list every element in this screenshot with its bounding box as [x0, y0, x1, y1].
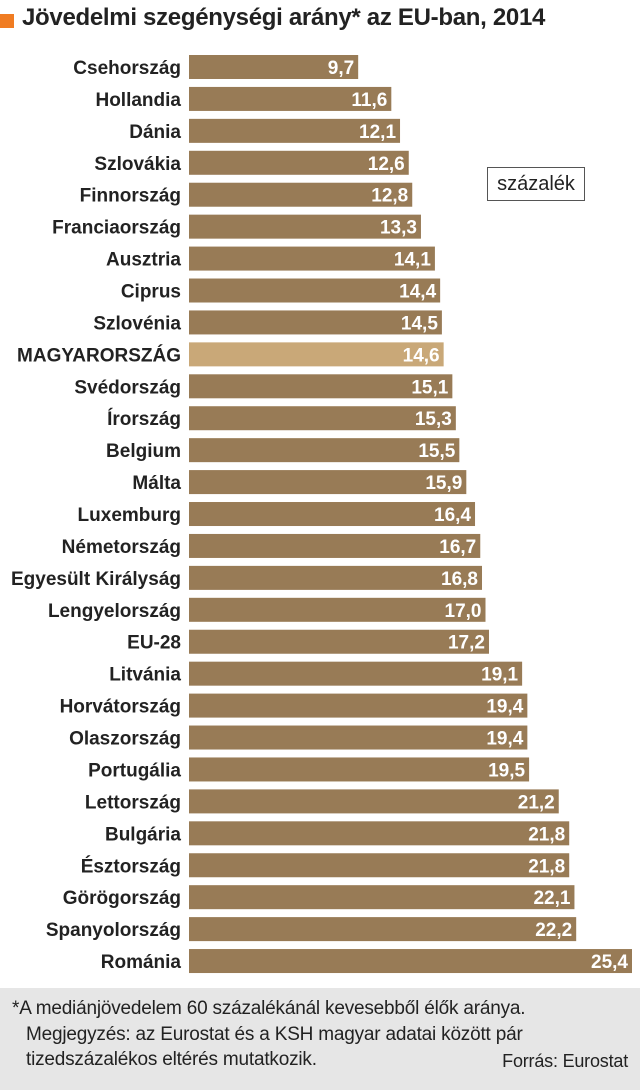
category-label: Spanyolország	[46, 920, 181, 941]
bar	[189, 853, 570, 878]
category-label: Málta	[132, 473, 181, 494]
bar	[189, 86, 392, 111]
bar	[189, 789, 559, 814]
value-label: 16,8	[441, 569, 478, 590]
value-label: 15,5	[418, 441, 455, 462]
bar	[189, 438, 460, 463]
category-label: Lettország	[85, 792, 181, 813]
bar	[189, 821, 570, 846]
bar	[189, 661, 523, 686]
bar	[189, 310, 442, 335]
bar	[189, 949, 632, 974]
category-label: Portugália	[88, 760, 181, 781]
bar	[189, 374, 453, 399]
bar	[189, 470, 467, 495]
footnote: *A mediánjövedelem 60 százalékánál keves…	[12, 998, 526, 1019]
category-label: Ciprus	[121, 282, 181, 303]
bar	[189, 885, 575, 910]
bars-layer: Csehország 9,7 Hollandia 11,6 Dánia 12,1 Szlov…	[11, 55, 632, 974]
value-label: 21,2	[518, 792, 555, 813]
value-label: 11,6	[351, 90, 387, 111]
category-label: Hollandia	[95, 90, 181, 111]
category-label: Luxemburg	[78, 505, 181, 526]
chart-header: Jövedelmi szegénységi arány* az EU-ban, …	[0, 0, 640, 44]
value-label: 15,9	[425, 473, 462, 494]
value-label: 13,3	[380, 218, 417, 239]
bar	[189, 597, 486, 622]
category-label: Dánia	[129, 122, 181, 143]
category-label: Ausztria	[106, 250, 181, 271]
category-label: Horvátország	[60, 697, 181, 718]
bar	[189, 757, 530, 782]
value-label: 12,8	[371, 186, 408, 207]
bar	[189, 406, 456, 431]
bar	[189, 725, 528, 750]
bar	[189, 917, 577, 942]
bar	[189, 118, 401, 143]
value-label: 21,8	[528, 856, 565, 877]
value-label: 14,1	[394, 250, 431, 271]
value-label: 21,8	[528, 824, 565, 845]
unit-label-box: százalék	[487, 167, 585, 201]
category-label: Finnország	[80, 186, 181, 207]
category-label: Egyesült Királyság	[11, 569, 181, 590]
value-label: 16,7	[439, 537, 476, 558]
category-label: Románia	[101, 952, 182, 973]
value-label: 16,4	[434, 505, 471, 526]
category-label: EU-28	[127, 633, 181, 654]
category-label: Szlovénia	[93, 313, 181, 334]
value-label: 19,5	[488, 760, 525, 781]
category-label: Észtország	[81, 855, 181, 877]
value-label: 14,5	[401, 313, 438, 334]
bar	[189, 150, 409, 175]
category-label: Írország	[107, 408, 181, 430]
bar	[189, 533, 481, 558]
bar	[189, 502, 476, 527]
value-label: 22,2	[535, 920, 572, 941]
bar	[189, 629, 489, 654]
value-label: 9,7	[328, 58, 354, 79]
title-marker-square	[0, 14, 14, 28]
bar	[189, 278, 441, 303]
bar-chart: Csehország 9,7 Hollandia 11,6 Dánia 12,1 Szlov…	[11, 55, 632, 974]
bar	[189, 246, 435, 271]
value-label: 12,1	[359, 122, 396, 143]
value-label: 19,4	[486, 729, 523, 750]
value-label: 14,4	[399, 282, 436, 303]
category-label: Franciaország	[52, 218, 181, 239]
bar	[189, 693, 528, 718]
value-label: 22,1	[533, 888, 570, 909]
category-label: Svédország	[74, 377, 181, 398]
value-label: 17,0	[445, 601, 482, 622]
bar	[189, 565, 483, 590]
category-label: Belgium	[106, 441, 181, 462]
category-label: Görögország	[63, 888, 181, 909]
value-label: 15,1	[411, 377, 448, 398]
bar	[189, 342, 444, 367]
value-label: 14,6	[403, 345, 440, 366]
value-label: 12,6	[368, 154, 405, 175]
bar	[189, 214, 421, 239]
footer-notes: *A mediánjövedelem 60 százalékánál keves…	[0, 988, 640, 1090]
bar	[189, 55, 359, 79]
category-label: Németország	[62, 537, 181, 558]
source-credit: Forrás: Eurostat	[502, 1051, 628, 1071]
category-label: Szlovákia	[94, 154, 181, 175]
category-label: Csehország	[73, 58, 181, 79]
category-label: Litvánia	[109, 665, 181, 686]
value-label: 19,4	[486, 697, 523, 718]
category-label: Lengyelország	[48, 601, 181, 622]
bar	[189, 182, 413, 207]
chart-title: Jövedelmi szegénységi arány* az EU-ban, …	[22, 4, 546, 31]
value-label: 15,3	[415, 409, 452, 430]
value-label: 19,1	[481, 665, 518, 686]
remark-line-1: Megjegyzés: az Eurostat és a KSH magyar …	[26, 1024, 523, 1045]
value-label: 25,4	[591, 952, 628, 973]
remark-line-2: tizedszázalékos eltérés mutatkozik.	[26, 1049, 317, 1070]
category-label: MAGYARORSZÁG	[17, 344, 181, 366]
value-label: 17,2	[448, 633, 485, 654]
category-label: Olaszország	[69, 729, 181, 750]
category-label: Bulgária	[105, 824, 181, 845]
